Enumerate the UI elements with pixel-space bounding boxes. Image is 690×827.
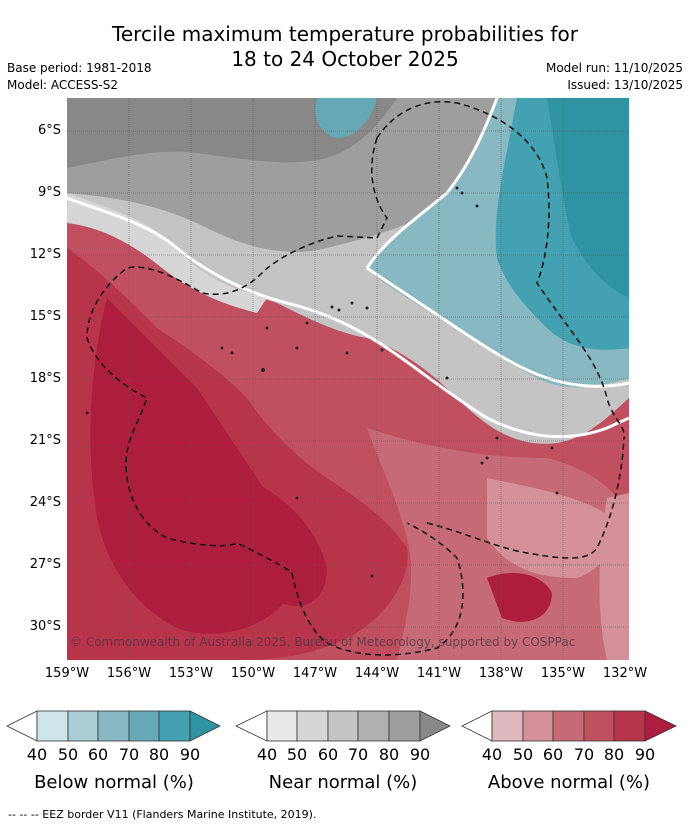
below-tick-70: 70 — [118, 745, 140, 764]
eez-legend: -- -- -- EEZ border V11 (Flanders Marine… — [8, 808, 317, 821]
lat-label-30s: 30°S — [29, 619, 61, 634]
region-below-north — [315, 98, 377, 138]
near-tick-70: 70 — [347, 745, 369, 764]
lon-label-156w: 156°W — [106, 666, 152, 681]
below-tick-60: 60 — [87, 745, 109, 764]
colorbar-above — [461, 710, 677, 742]
lon-label-159w: 159°W — [44, 666, 90, 681]
above-tick-60: 60 — [542, 745, 564, 764]
near-tick-90: 90 — [409, 745, 431, 764]
near-tick-40: 40 — [256, 745, 278, 764]
lat-label-21s: 21°S — [29, 433, 61, 448]
below-normal-label: Below normal (%) — [34, 772, 194, 793]
model-name: Model: ACCESS-S2 — [7, 78, 119, 92]
title-line-1: Tercile maximum temperature probabilitie… — [112, 22, 578, 46]
lon-label-144w: 144°W — [354, 666, 400, 681]
lon-label-135w: 135°W — [540, 666, 586, 681]
colorbars — [6, 710, 677, 742]
chart-title: Tercile maximum temperature probabilitie… — [0, 22, 690, 72]
probability-map: © Commonwealth of Australia 2025, Bureau… — [67, 98, 629, 660]
region-below-90 — [547, 98, 629, 298]
region-above-90-southeast — [487, 573, 552, 622]
lat-label-6s: 6°S — [37, 123, 61, 138]
near-tick-60: 60 — [317, 745, 339, 764]
eez-border-polynesia-west — [86, 137, 464, 656]
region-above-50-edge — [599, 493, 629, 660]
title-line-2: 18 to 24 October 2025 — [231, 47, 459, 71]
near-tick-80: 80 — [378, 745, 400, 764]
lon-label-141w: 141°W — [416, 666, 462, 681]
above-tick-70: 70 — [573, 745, 595, 764]
below-tick-80: 80 — [148, 745, 170, 764]
eez-border-east-north — [376, 101, 626, 439]
below-tick-40: 40 — [26, 745, 48, 764]
lat-label-12s: 12°S — [29, 247, 61, 262]
lat-label-15s: 15°S — [29, 309, 61, 324]
region-near-90 — [67, 98, 397, 168]
eez-border-polynesia-east — [426, 437, 625, 559]
issued-date: Issued: 13/10/2025 — [567, 78, 683, 92]
base-period: Base period: 1981-2018 — [7, 61, 152, 75]
above-tick-80: 80 — [603, 745, 625, 764]
model-run-date: Model run: 11/10/2025 — [545, 61, 683, 75]
above-tick-90: 90 — [634, 745, 656, 764]
colorbar-below — [6, 710, 221, 742]
lon-label-132w: 132°W — [602, 666, 648, 681]
near-normal-label: Near normal (%) — [268, 772, 418, 793]
lat-label-27s: 27°S — [29, 557, 61, 572]
lon-label-147w: 147°W — [292, 666, 338, 681]
above-tick-50: 50 — [512, 745, 534, 764]
near-tick-50: 50 — [286, 745, 308, 764]
region-above-90-central — [237, 478, 327, 607]
colorbar-near — [235, 710, 451, 742]
lon-label-150w: 150°W — [230, 666, 276, 681]
below-tick-90: 90 — [179, 745, 201, 764]
lon-label-138w: 138°W — [478, 666, 524, 681]
map-svg: © Commonwealth of Australia 2025, Bureau… — [67, 98, 629, 660]
region-above-90-west — [90, 298, 290, 634]
lat-label-18s: 18°S — [29, 371, 61, 386]
tercile-boundary-east — [366, 266, 629, 388]
lon-label-153w: 153°W — [168, 666, 214, 681]
below-tick-50: 50 — [57, 745, 79, 764]
copyright-notice: © Commonwealth of Australia 2025, Bureau… — [70, 635, 575, 649]
region-near-50 — [67, 193, 267, 313]
above-tick-40: 40 — [481, 745, 503, 764]
eez-borders — [86, 101, 626, 656]
lat-label-24s: 24°S — [29, 495, 61, 510]
graticule — [67, 98, 629, 660]
islands — [85, 186, 559, 578]
lat-label-9s: 9°S — [37, 185, 61, 200]
above-normal-label: Above normal (%) — [487, 772, 651, 793]
tercile-boundary-south — [67, 196, 629, 439]
